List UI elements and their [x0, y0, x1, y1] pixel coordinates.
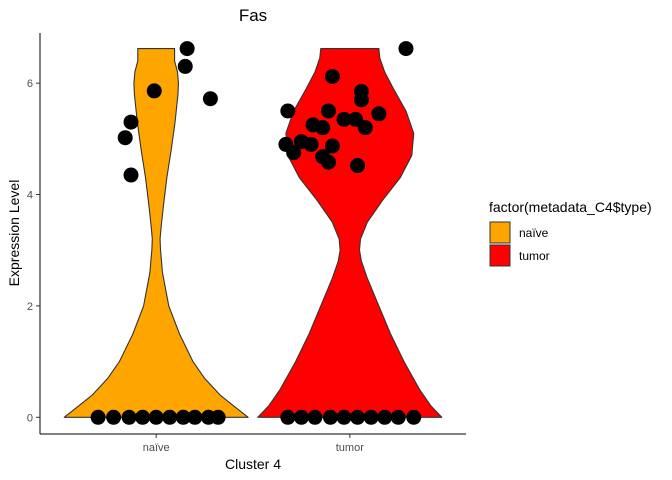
data-point	[135, 409, 151, 425]
data-point	[117, 130, 133, 146]
data-point	[146, 83, 162, 99]
data-point	[371, 106, 387, 122]
violins	[63, 48, 443, 418]
data-point	[121, 409, 137, 425]
data-point	[322, 409, 338, 425]
data-point	[286, 145, 302, 161]
data-point	[162, 409, 178, 425]
y-ticks: 0 2 4 6	[27, 78, 40, 424]
data-point	[179, 41, 195, 57]
data-point	[280, 103, 296, 119]
data-point	[280, 409, 296, 425]
data-point	[324, 138, 340, 154]
data-point	[123, 167, 139, 183]
y-tick-label: 6	[27, 78, 33, 90]
data-point	[357, 120, 373, 136]
x-axis-label: Cluster 4	[225, 456, 281, 472]
data-point	[336, 111, 352, 127]
y-axis-label: Expression Level	[6, 180, 22, 287]
data-point	[350, 409, 366, 425]
data-point	[315, 120, 331, 136]
data-point	[350, 158, 366, 174]
axes: 0 2 4 6 naïve tumor	[27, 33, 466, 454]
legend-swatch	[489, 244, 511, 267]
legend-label: tumor	[519, 249, 550, 263]
x-tick-label: naïve	[143, 442, 170, 454]
data-point	[148, 409, 164, 425]
legend-label: naïve	[519, 226, 549, 240]
legend: factor(metadata_C4$type) naïve tumor	[489, 199, 652, 267]
data-point	[321, 103, 337, 119]
violin-naive	[63, 48, 249, 418]
y-tick-label: 2	[27, 301, 33, 313]
data-point	[187, 409, 203, 425]
data-point	[177, 58, 193, 74]
y-tick-label: 0	[27, 412, 33, 424]
chart-title: Fas	[239, 6, 267, 25]
data-point	[303, 136, 319, 152]
x-ticks: naïve tumor	[143, 434, 364, 454]
data-points	[90, 41, 422, 425]
data-point	[321, 154, 337, 170]
data-point	[210, 409, 226, 425]
data-point	[348, 111, 364, 127]
data-point	[307, 409, 323, 425]
legend-title: factor(metadata_C4$type)	[489, 199, 652, 215]
data-point	[390, 409, 406, 425]
data-point	[353, 92, 369, 108]
data-point	[123, 114, 139, 130]
data-point	[202, 91, 218, 107]
data-point	[406, 409, 422, 425]
data-point	[90, 409, 106, 425]
data-point	[377, 409, 393, 425]
x-tick-label: tumor	[336, 442, 364, 454]
data-point	[363, 409, 379, 425]
data-point	[106, 409, 122, 425]
data-point	[398, 41, 414, 57]
legend-swatch	[489, 221, 511, 244]
data-point	[293, 409, 309, 425]
data-point	[336, 409, 352, 425]
data-point	[324, 68, 340, 84]
data-point	[175, 409, 191, 425]
y-tick-label: 4	[27, 190, 33, 202]
